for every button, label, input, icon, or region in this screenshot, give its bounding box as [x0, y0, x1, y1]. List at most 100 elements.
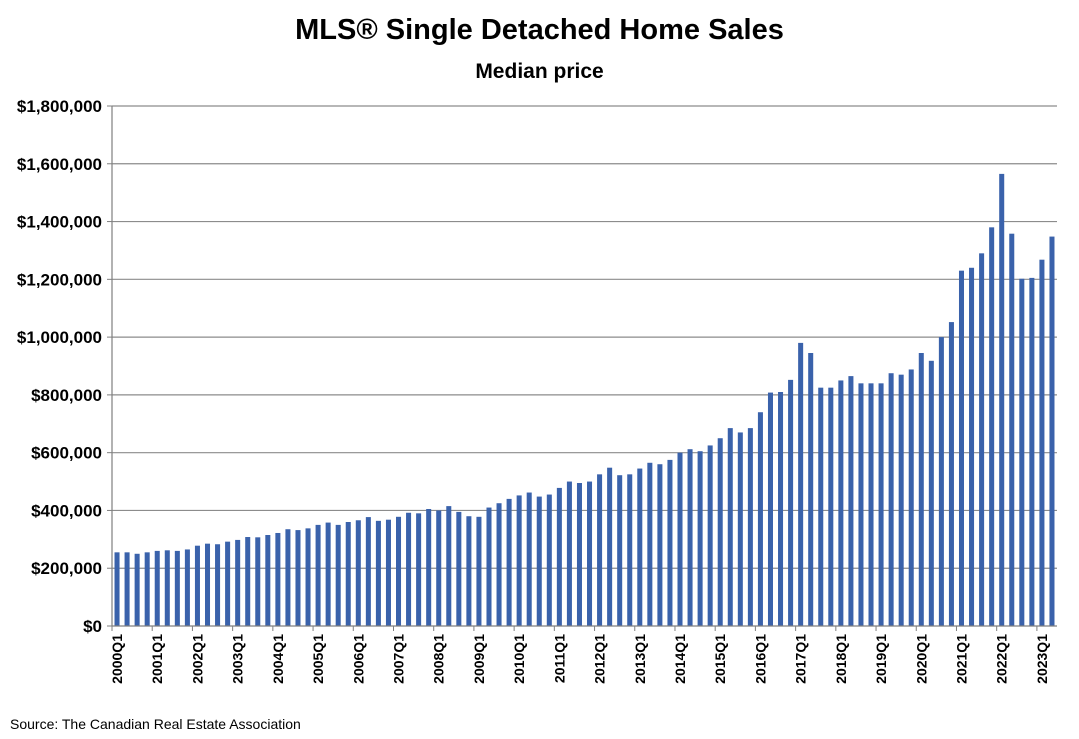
- bar-2019Q3: [898, 374, 904, 626]
- y-axis-tick-labels: $0 $200,000 $400,000 $600,000 $800,000 $1,000…: [17, 97, 102, 636]
- axes: [107, 105, 1057, 631]
- bar-2006Q4: [385, 519, 391, 626]
- x-tick-label: 2002Q1: [189, 634, 205, 684]
- bar-2010Q3: [536, 496, 542, 626]
- y-tick-label: $1,600,000: [17, 155, 102, 174]
- bar-2019Q4: [908, 369, 914, 626]
- x-tick-label: 2015Q1: [712, 634, 728, 684]
- bar-2019Q2: [888, 373, 894, 626]
- bar-2022Q3: [1019, 278, 1025, 626]
- bar-2002Q1: [194, 545, 200, 626]
- bar-2001Q2: [164, 550, 170, 626]
- x-tick-label: 2010Q1: [511, 634, 527, 684]
- bar-2004Q3: [295, 530, 301, 626]
- bar-2005Q2: [325, 522, 331, 626]
- bar-2010Q1: [516, 495, 522, 626]
- bar-2015Q1: [717, 438, 723, 626]
- bar-2017Q4: [828, 387, 834, 626]
- x-tick-label: 2011Q1: [551, 634, 567, 683]
- bar-2022Q1: [999, 173, 1005, 626]
- x-tick-label: 2007Q1: [391, 634, 407, 684]
- bar-2015Q2: [727, 428, 733, 626]
- x-tick-label: 2004Q1: [270, 634, 286, 684]
- x-tick-label: 2016Q1: [752, 634, 768, 684]
- bar-2020Q4: [948, 322, 954, 626]
- x-tick-label: 2020Q1: [913, 634, 929, 684]
- x-tick-label: 2006Q1: [350, 634, 366, 684]
- y-tick-label: $600,000: [31, 444, 102, 463]
- x-tick-label: 2017Q1: [793, 634, 809, 684]
- y-tick-label: $800,000: [31, 386, 102, 405]
- x-tick-label: 2005Q1: [310, 634, 326, 684]
- bar-2000Q4: [144, 552, 150, 626]
- bar-2011Q4: [587, 481, 593, 626]
- bar-2007Q4: [426, 509, 432, 626]
- y-tick-label: $1,400,000: [17, 213, 102, 232]
- bar-2016Q3: [778, 392, 784, 626]
- bar-2018Q1: [838, 380, 844, 626]
- source-note: Source: The Canadian Real Estate Associa…: [10, 716, 301, 732]
- bar-2017Q3: [818, 387, 824, 626]
- bar-2016Q4: [788, 379, 794, 626]
- bar-2002Q3: [215, 544, 221, 626]
- x-tick-label: 2003Q1: [230, 634, 246, 684]
- x-tick-label: 2013Q1: [632, 634, 648, 684]
- bar-2020Q3: [938, 337, 944, 626]
- bar-2009Q4: [506, 498, 512, 626]
- x-tick-label: 2009Q1: [471, 634, 487, 684]
- x-tick-label: 2019Q1: [873, 634, 889, 684]
- bar-2001Q1: [154, 550, 160, 626]
- bar-2015Q4: [747, 428, 753, 626]
- x-axis-tick-labels: 2000Q1 2001Q1 2002Q1 2003Q1 2004Q1 2005Q1 2006…: [109, 634, 1050, 684]
- y-tick-label: $1,000,000: [17, 328, 102, 347]
- bar-2000Q2: [124, 552, 130, 626]
- bar-2019Q1: [878, 383, 884, 626]
- bar-series: [114, 173, 1055, 627]
- bar-2020Q1: [918, 353, 924, 626]
- y-tick-label: $1,200,000: [17, 270, 102, 289]
- bar-2011Q3: [576, 483, 582, 626]
- bar-2008Q4: [466, 516, 472, 626]
- bar-2016Q2: [767, 392, 773, 626]
- bar-2005Q4: [345, 522, 351, 626]
- bar-2003Q4: [265, 535, 271, 626]
- bar-2006Q2: [365, 517, 371, 626]
- bar-2012Q4: [627, 474, 633, 626]
- bar-2012Q2: [607, 467, 613, 626]
- bar-2011Q2: [566, 481, 572, 626]
- bar-2006Q3: [375, 520, 381, 626]
- bar-2003Q3: [255, 537, 261, 626]
- bar-2001Q4: [184, 549, 190, 626]
- bar-2009Q3: [496, 503, 502, 626]
- bar-2001Q3: [174, 550, 180, 626]
- bar-2007Q3: [416, 513, 422, 626]
- bar-2013Q1: [637, 468, 643, 626]
- bar-2011Q1: [556, 487, 562, 626]
- bar-2018Q3: [858, 383, 864, 626]
- bar-2006Q1: [355, 520, 361, 626]
- bar-2017Q2: [808, 353, 814, 626]
- y-tick-label: $400,000: [31, 501, 102, 520]
- bar-2018Q2: [848, 376, 854, 626]
- bar-2023Q1: [1039, 259, 1045, 626]
- x-tick-label: 2000Q1: [109, 634, 125, 684]
- bar-2016Q1: [757, 412, 763, 626]
- bar-2014Q1: [677, 452, 683, 626]
- bar-2007Q2: [406, 512, 412, 626]
- bar-2018Q4: [868, 383, 874, 626]
- bar-2005Q1: [315, 524, 321, 626]
- bar-2009Q2: [486, 507, 492, 626]
- y-tick-label: $1,800,000: [17, 97, 102, 116]
- bar-2013Q2: [647, 462, 653, 626]
- bar-2021Q2: [969, 267, 975, 626]
- bar-2010Q4: [546, 494, 552, 626]
- bar-2017Q1: [798, 342, 804, 626]
- bar-2021Q1: [958, 270, 965, 626]
- bar-2000Q1: [114, 552, 120, 626]
- bar-2008Q1: [436, 510, 442, 626]
- bar-2014Q4: [707, 445, 713, 626]
- gridlines: [112, 105, 1057, 569]
- bar-2021Q4: [989, 227, 995, 627]
- bar-2010Q2: [526, 492, 532, 626]
